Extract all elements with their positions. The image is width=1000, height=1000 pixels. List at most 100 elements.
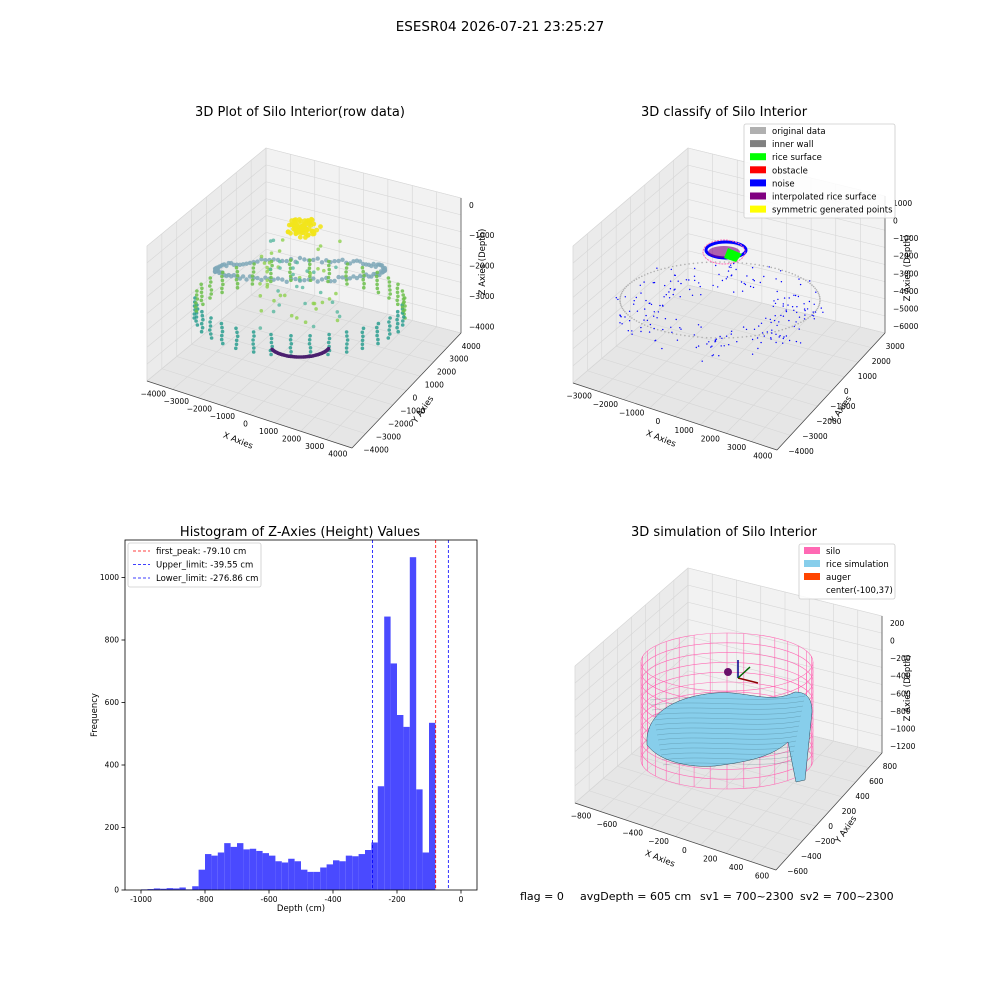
classify-original-point (807, 281, 809, 283)
classify-original-point (688, 263, 690, 265)
classify-x-tick-label: 1000 (675, 426, 694, 435)
raw-point (221, 282, 225, 287)
simulation-legend: silo rice simulation auger center(-100,37) (798, 543, 896, 600)
simulation-grid-line (687, 601, 883, 651)
raw-point (326, 279, 330, 284)
raw-point (276, 289, 280, 293)
classify-noise-point (730, 275, 732, 277)
raw-point (396, 294, 400, 299)
classify-grid-line (572, 199, 689, 298)
simulation-grid-line (574, 619, 689, 718)
histogram-bar (403, 726, 410, 891)
raw-point (297, 234, 303, 240)
classify-noise-point (669, 280, 672, 282)
raw-point (351, 274, 356, 279)
histogram-bar (352, 856, 359, 890)
classify-grid-line (572, 164, 689, 264)
classify-noise-point (730, 330, 733, 332)
simulation-grid-line (750, 746, 858, 862)
classify-original-point (774, 330, 776, 333)
classify-noise-point (717, 286, 719, 288)
classify-original-point (635, 320, 638, 322)
classify-noise-point (624, 316, 626, 318)
raw-point (344, 346, 349, 350)
classify-noise-point (797, 295, 800, 298)
raw-point (401, 309, 406, 313)
classify-noise-point (649, 323, 652, 326)
classify-noise-point (670, 268, 672, 271)
simulation-grid-line (574, 567, 689, 667)
classify-legend-box (743, 123, 896, 219)
raw-point (288, 258, 293, 263)
histogram-y-tick-label: 400 (105, 761, 120, 770)
classify-original-point (625, 285, 628, 288)
classify-z-tick-label: −3000 (893, 269, 919, 278)
classify-noise-point (815, 291, 817, 293)
classify-noise-point (804, 314, 806, 316)
rice-simulation-surface (646, 691, 813, 783)
raw-point (375, 286, 380, 291)
classify-noise-point (633, 303, 635, 305)
classify-legend-label: rice surface (772, 153, 822, 163)
raw-point (289, 342, 294, 346)
classify-original-point (791, 272, 794, 275)
raw-point (252, 334, 256, 338)
histogram-x-tick-label: -400 (324, 895, 341, 904)
raw-point (235, 285, 240, 290)
classify-original-point (633, 318, 635, 321)
raw-point (269, 340, 274, 345)
classify-noise-point (744, 283, 747, 286)
classify-original-point (664, 330, 666, 333)
classify-original-point (631, 281, 633, 283)
raw-point (395, 286, 400, 291)
raw-y-tick-label: −2000 (388, 419, 414, 428)
raw-point (307, 342, 312, 346)
classify-noise-point (763, 335, 765, 337)
raw-point (401, 301, 406, 305)
raw-point (285, 229, 291, 235)
classify-noise-point (659, 304, 661, 307)
classify-original-point (641, 322, 643, 325)
classify-x-tick-label: 0 (656, 417, 661, 426)
classify-noise-point (662, 328, 664, 331)
raw-point (388, 288, 392, 292)
classify-noise-point (811, 314, 813, 316)
raw-point (332, 278, 337, 284)
raw-point (335, 318, 340, 323)
classify-noise-point (778, 321, 780, 323)
classify-noise-point (645, 314, 647, 317)
raw-point (360, 330, 365, 335)
raw-point (306, 221, 311, 227)
classify-original-point (805, 318, 807, 321)
simulation-legend-swatch (804, 547, 820, 554)
raw-point (382, 265, 388, 271)
raw-point (244, 277, 249, 282)
classify-noise-point (701, 360, 703, 362)
classify-original-point (625, 312, 628, 315)
simulation-x-tick-label: −200 (648, 837, 669, 846)
classify-original-point (624, 310, 626, 313)
classify-legend-swatch (750, 127, 766, 134)
raw-grid-line (265, 147, 462, 199)
raw-point (192, 316, 196, 320)
classify-noise-point (798, 316, 801, 318)
classify-original-point (807, 317, 809, 319)
classify-original-point (650, 271, 652, 274)
raw-point (395, 298, 400, 303)
raw-grid-line (300, 320, 413, 432)
raw-point (361, 269, 366, 274)
classify-original-point (619, 300, 621, 303)
raw-point (360, 265, 365, 270)
classify-noise-point (752, 286, 755, 289)
classify-noise-point (652, 282, 654, 284)
classify-x-tick-label: 3000 (727, 443, 746, 452)
classify-noise-point (776, 324, 778, 327)
classify-noise-point (780, 281, 783, 283)
raw-point (269, 271, 273, 276)
raw-point (199, 282, 203, 287)
raw-point (247, 260, 253, 266)
classify-original-point (819, 297, 821, 300)
classify-z-tick-label: −1000 (893, 234, 919, 243)
raw-point (309, 217, 315, 223)
classify-legend-label: interpolated rice surface (772, 193, 877, 203)
